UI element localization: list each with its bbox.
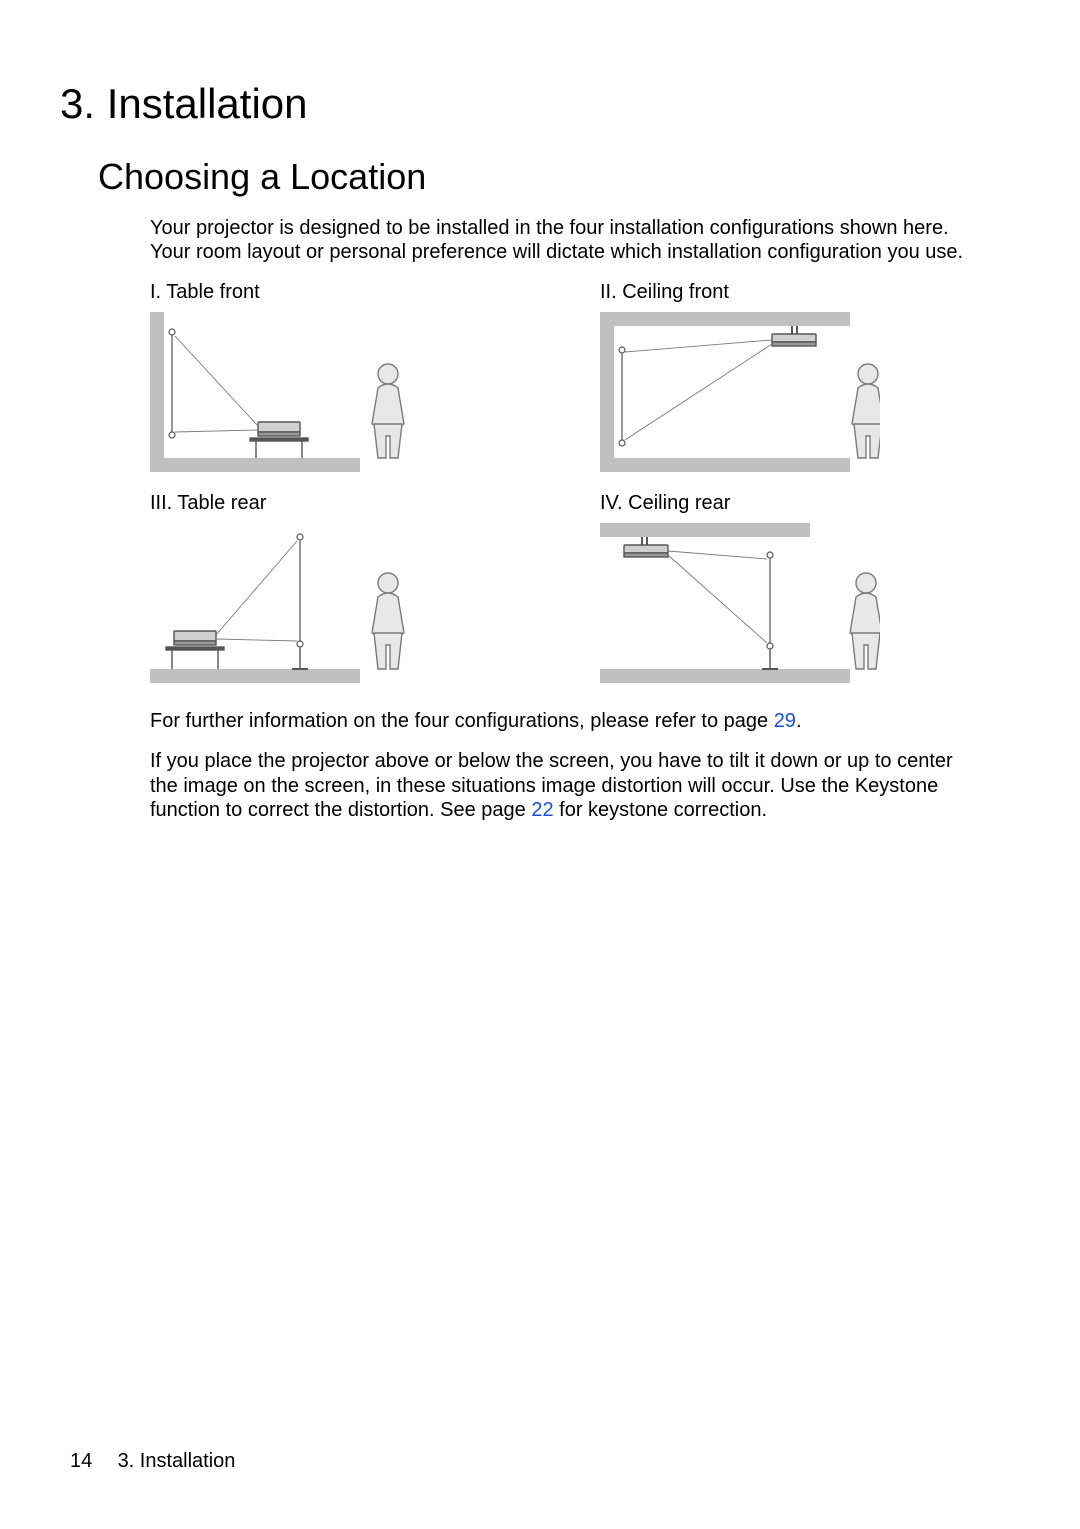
diagram-table-rear [150, 523, 430, 683]
further-info-paragraph: For further information on the four conf… [150, 709, 970, 733]
config-label-ii: II. Ceiling front [600, 281, 970, 304]
further-info-text-post: . [796, 710, 802, 732]
page-number: 14 [70, 1450, 112, 1473]
config-cell-iv: IV. Ceiling rear [600, 492, 970, 683]
config-cell-i: I. Table front [150, 281, 520, 472]
config-label-iii: III. Table rear [150, 492, 520, 515]
section-title: Choosing a Location [98, 156, 1010, 198]
config-cell-iii: III. Table rear [150, 492, 520, 683]
diagram-ceiling-rear [600, 523, 880, 683]
page: 3. Installation Choosing a Location Your… [0, 0, 1080, 1529]
config-label-i: I. Table front [150, 281, 520, 304]
page-ref-22[interactable]: 22 [531, 799, 553, 821]
diagram-table-front [150, 312, 430, 472]
further-info-text-pre: For further information on the four conf… [150, 710, 774, 732]
body: Your projector is designed to be install… [150, 216, 970, 822]
footer-chapter: 3. Installation [118, 1450, 236, 1472]
keystone-paragraph: If you place the projector above or belo… [150, 749, 970, 822]
diagram-ceiling-front [600, 312, 880, 472]
page-footer: 14 3. Installation [70, 1450, 235, 1473]
config-label-iv: IV. Ceiling rear [600, 492, 970, 515]
keystone-text-post: for keystone correction. [554, 799, 767, 821]
config-cell-ii: II. Ceiling front [600, 281, 970, 472]
chapter-title: 3. Installation [60, 80, 1010, 128]
page-ref-29[interactable]: 29 [774, 710, 796, 732]
config-grid: I. Table front [150, 281, 970, 683]
intro-paragraph: Your projector is designed to be install… [150, 216, 970, 265]
